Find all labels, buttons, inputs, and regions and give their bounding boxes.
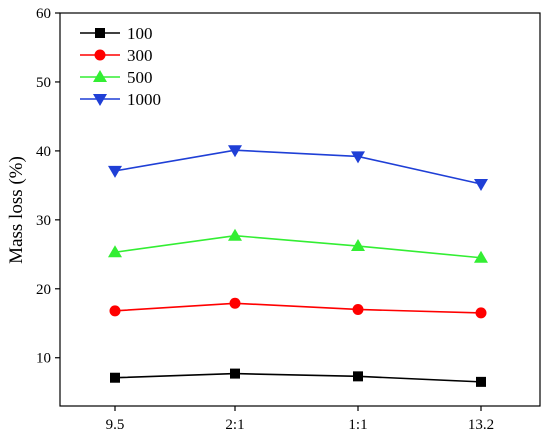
legend-marker xyxy=(94,49,106,61)
data-point xyxy=(108,165,122,178)
y-axis: 10 20 30 40 50 60 xyxy=(36,6,60,367)
data-point xyxy=(352,303,364,315)
data-point xyxy=(474,178,488,191)
legend-label: 1000 xyxy=(127,90,161,109)
y-tick-label: 10 xyxy=(36,351,51,367)
y-axis-title: Mass loss (%) xyxy=(6,156,27,264)
data-point xyxy=(476,376,486,387)
series-1000 xyxy=(108,145,488,191)
y-tick-label: 30 xyxy=(36,213,51,229)
series-line xyxy=(114,149,482,185)
legend-item: 500 xyxy=(80,68,153,87)
data-point xyxy=(109,305,121,317)
legend-label: 500 xyxy=(127,68,153,87)
data-point xyxy=(351,239,365,252)
x-axis: 9.5 2:1 1:1 13.2 xyxy=(106,406,494,433)
x-tick-label: 2:1 xyxy=(225,417,244,433)
data-point xyxy=(228,228,242,241)
y-tick-label: 20 xyxy=(36,282,51,298)
series-line xyxy=(114,372,482,383)
series-100 xyxy=(110,368,486,387)
legend-item: 300 xyxy=(80,46,153,65)
legend-label: 100 xyxy=(127,24,153,43)
legend-item: 100 xyxy=(80,24,153,43)
data-point xyxy=(108,245,122,258)
series-layer xyxy=(108,145,488,387)
plot-frame xyxy=(59,12,541,407)
legend-marker xyxy=(93,70,107,82)
data-point xyxy=(351,151,365,164)
data-point xyxy=(230,368,240,379)
legend-label: 300 xyxy=(127,46,153,65)
legend: 100 300 500 1000 xyxy=(80,24,161,109)
data-point xyxy=(474,250,488,263)
data-point xyxy=(353,371,363,382)
y-tick-label: 50 xyxy=(36,75,51,91)
legend-marker xyxy=(95,28,105,38)
data-point xyxy=(229,297,241,309)
series-500 xyxy=(108,228,488,263)
y-tick-label: 40 xyxy=(36,144,51,160)
y-tick-label: 60 xyxy=(36,6,51,22)
x-tick-label: 1:1 xyxy=(348,417,367,433)
series-line xyxy=(114,234,482,259)
legend-item: 1000 xyxy=(80,90,161,109)
data-point xyxy=(228,145,242,158)
data-point xyxy=(110,372,120,383)
x-tick-label: 9.5 xyxy=(106,417,125,433)
data-point xyxy=(475,307,487,319)
legend-marker xyxy=(93,94,107,106)
series-line xyxy=(114,302,482,314)
x-tick-label: 13.2 xyxy=(468,417,494,433)
series-300 xyxy=(109,297,487,319)
